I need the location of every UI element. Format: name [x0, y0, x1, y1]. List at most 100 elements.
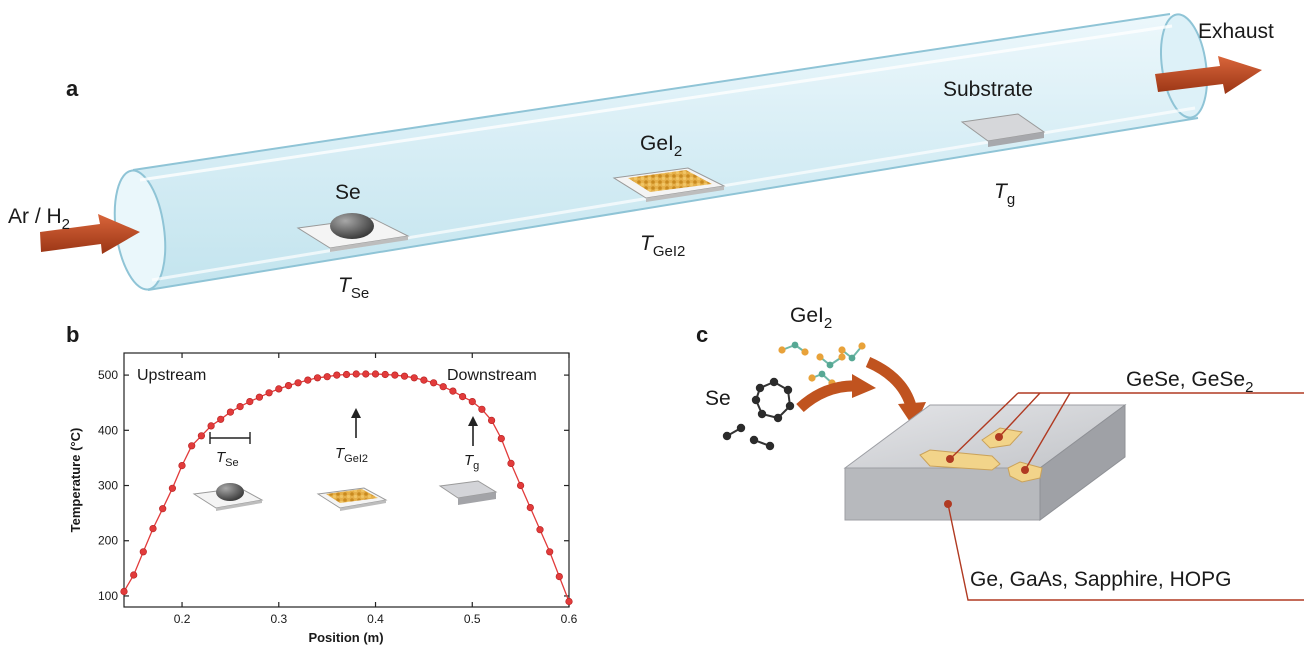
product-label: GeSe, GeSe2 [1126, 368, 1253, 396]
inlet-arrow [40, 214, 140, 254]
data-point [139, 548, 147, 556]
x-tick-label: 0.2 [174, 612, 191, 626]
panel-c-letter: c [696, 322, 708, 347]
exhaust-arrow [1155, 56, 1262, 94]
data-point [168, 484, 176, 492]
data-point [120, 587, 128, 596]
t-gei2-arrow [351, 408, 361, 438]
data-point [400, 372, 409, 380]
data-point [197, 432, 205, 440]
data-point [284, 382, 293, 390]
data-point [313, 374, 322, 382]
data-point [159, 505, 167, 513]
temperature-series-line [123, 373, 570, 602]
t-se-annotation: TSe [216, 449, 239, 469]
data-point [565, 597, 573, 606]
data-point [536, 526, 544, 534]
y-tick-labels: 100 200 300 400 500 [98, 368, 118, 603]
data-point [420, 376, 428, 384]
data-point [516, 481, 525, 490]
panel-b: b 100 200 300 400 500 0.2 0.3 0.4 0.5 0.6 Positi… [66, 322, 578, 645]
plot-frame [123, 352, 570, 608]
data-point [468, 398, 476, 406]
panel-c: c GeI2 Se [696, 304, 1304, 601]
y-axis-title: Temperature (°C) [68, 428, 83, 533]
data-point [304, 376, 312, 384]
t-g-annotation: Tg [464, 452, 479, 472]
se-boat [296, 213, 410, 252]
gei2-boat [612, 167, 726, 202]
t-se-label: TSe [338, 274, 369, 302]
data-point [178, 462, 186, 470]
data-point [188, 442, 196, 450]
downstream-label: Downstream [447, 367, 537, 384]
y-tick-label: 500 [98, 368, 118, 382]
se-label: Se [335, 181, 361, 204]
data-point [217, 415, 225, 423]
data-point [294, 379, 302, 387]
data-point [130, 571, 138, 579]
gei2-precursor-label: GeI2 [790, 304, 832, 332]
data-point [371, 370, 380, 378]
gei2-label: GeI2 [640, 132, 682, 160]
gei2-molecules [778, 341, 866, 387]
x-tick-label: 0.4 [367, 612, 384, 626]
quartz-tube [113, 13, 1208, 291]
temperature-series-points [120, 370, 573, 606]
t-gei2-annotation: TGeI2 [335, 445, 368, 465]
substrate-leader-line [944, 500, 1304, 601]
data-point [275, 385, 283, 393]
upstream-label: Upstream [137, 367, 206, 384]
data-point [459, 393, 467, 401]
product-leader-lines [949, 392, 1304, 471]
t-se-range-bracket [209, 432, 251, 444]
data-point [497, 435, 505, 443]
data-point [449, 387, 457, 395]
substrate-block [843, 404, 1127, 521]
substrate-types-label: Ge, GaAs, Sapphire, HOPG [970, 568, 1231, 591]
y-tick-label: 100 [98, 589, 118, 603]
substrate-label: Substrate [943, 78, 1033, 101]
x-tick-label: 0.3 [270, 612, 287, 626]
gei2-flow-arrow [865, 356, 926, 428]
x-tick-label: 0.5 [464, 612, 481, 626]
chart-substrate-plate [438, 480, 498, 505]
t-g-label: Tg [994, 180, 1015, 208]
data-point [488, 416, 496, 425]
panel-a: a Ar / H2 Exhaust Se TSe [8, 13, 1274, 302]
se-precursor-label: Se [705, 387, 731, 410]
data-point [381, 370, 389, 379]
y-tick-label: 400 [98, 423, 118, 437]
data-point [226, 408, 234, 416]
inlet-gas-label: Ar / H2 [8, 205, 70, 233]
x-axis-title: Position (m) [308, 630, 383, 645]
t-gei2-label: TGeI2 [640, 232, 685, 260]
substrate-plate [960, 113, 1046, 147]
exhaust-label: Exhaust [1198, 20, 1274, 43]
y-tick-label: 200 [98, 534, 118, 548]
data-point [430, 379, 438, 387]
data-point [352, 370, 360, 378]
data-point [555, 572, 563, 581]
panel-a-letter: a [66, 76, 79, 101]
data-point [546, 548, 554, 556]
se-flow-arrow [796, 374, 876, 413]
x-tick-label: 0.6 [561, 612, 578, 626]
data-point [255, 393, 264, 401]
data-point [323, 373, 331, 381]
data-point [342, 370, 351, 379]
chart-gei2-boat [316, 487, 388, 511]
data-point [391, 371, 399, 379]
data-point [333, 371, 341, 379]
data-point [410, 374, 418, 382]
x-tick-labels: 0.2 0.3 0.4 0.5 0.6 [174, 612, 578, 626]
data-point [207, 422, 215, 430]
data-point [149, 524, 157, 533]
t-g-arrow [468, 416, 478, 446]
data-point [362, 370, 370, 378]
y-tick-label: 300 [98, 479, 118, 493]
data-point [526, 504, 534, 512]
data-point [236, 403, 244, 411]
se-molecules [722, 377, 795, 451]
